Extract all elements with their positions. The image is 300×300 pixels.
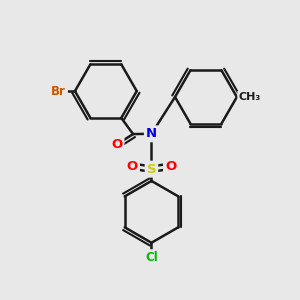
Text: N: N (146, 127, 157, 140)
Text: Cl: Cl (145, 251, 158, 264)
Text: O: O (165, 160, 176, 173)
Text: S: S (147, 163, 156, 176)
Text: O: O (127, 160, 138, 173)
Text: Br: Br (51, 85, 66, 98)
Text: CH₃: CH₃ (239, 92, 261, 102)
Text: O: O (111, 138, 122, 151)
